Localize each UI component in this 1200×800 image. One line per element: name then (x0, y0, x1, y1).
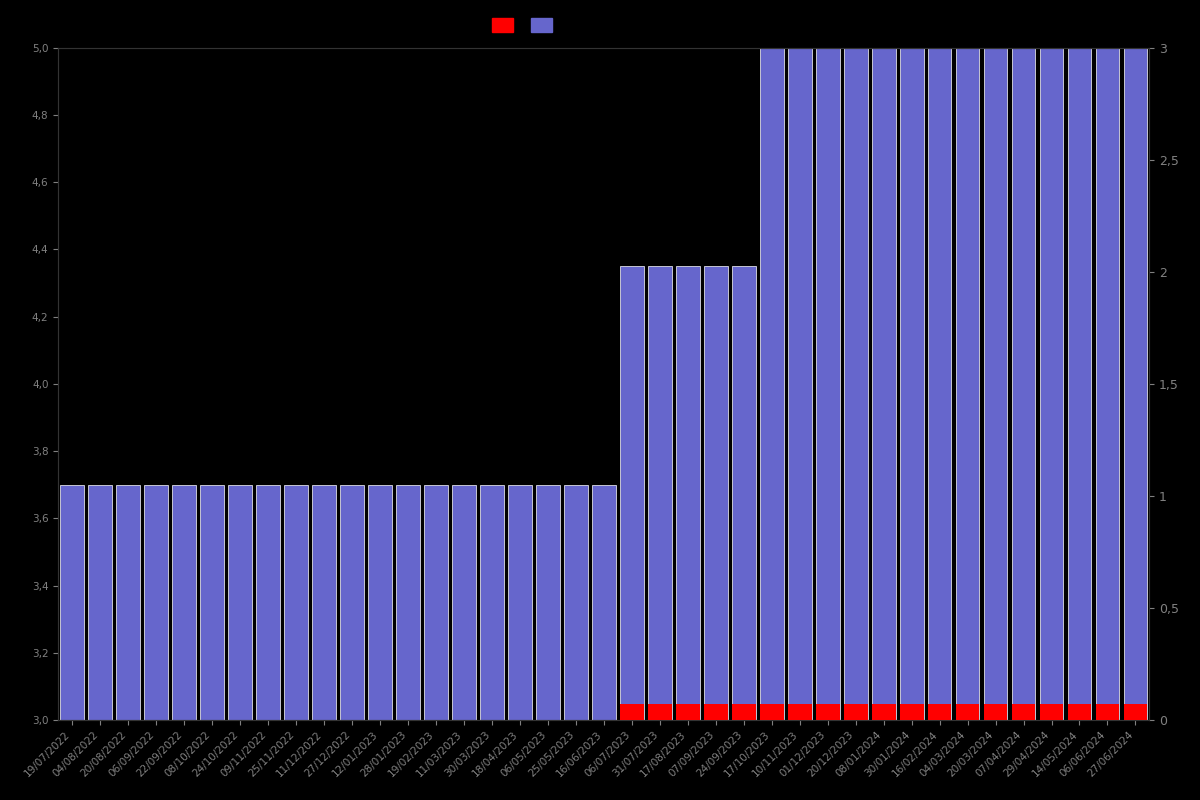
Bar (1068, 48, 1091, 720)
Bar (1096, 704, 1120, 720)
Bar (480, 485, 504, 720)
Bar (256, 485, 280, 720)
Bar (648, 266, 672, 720)
Bar (228, 485, 252, 720)
Bar (900, 704, 924, 720)
Bar (60, 485, 84, 720)
Bar (1123, 704, 1147, 720)
Bar (984, 704, 1008, 720)
Bar (732, 704, 756, 720)
Bar (648, 704, 672, 720)
Bar (1012, 704, 1036, 720)
Bar (871, 704, 895, 720)
Bar (816, 48, 840, 720)
Bar (116, 485, 140, 720)
Bar (620, 266, 643, 720)
Bar (452, 485, 476, 720)
Bar (424, 485, 448, 720)
Bar (200, 485, 224, 720)
Bar (676, 704, 700, 720)
Bar (1068, 704, 1091, 720)
Bar (1039, 48, 1063, 720)
Bar (1039, 704, 1063, 720)
Bar (312, 485, 336, 720)
Bar (89, 485, 112, 720)
Bar (284, 485, 308, 720)
Bar (760, 48, 784, 720)
Bar (592, 485, 616, 720)
Bar (340, 485, 364, 720)
Bar (788, 704, 811, 720)
Bar (396, 485, 420, 720)
Bar (1123, 48, 1147, 720)
Bar (704, 266, 727, 720)
Bar (955, 48, 979, 720)
Bar (788, 48, 811, 720)
Bar (1012, 48, 1036, 720)
Bar (704, 704, 727, 720)
Bar (871, 48, 895, 720)
Bar (816, 704, 840, 720)
Bar (732, 266, 756, 720)
Bar (536, 485, 559, 720)
Bar (144, 485, 168, 720)
Bar (928, 48, 952, 720)
Bar (676, 266, 700, 720)
Bar (368, 485, 392, 720)
Bar (620, 704, 643, 720)
Bar (900, 48, 924, 720)
Bar (844, 704, 868, 720)
Bar (173, 485, 196, 720)
Bar (1096, 48, 1120, 720)
Bar (508, 485, 532, 720)
Bar (564, 485, 588, 720)
Legend: , : , (492, 18, 563, 33)
Bar (844, 48, 868, 720)
Bar (955, 704, 979, 720)
Bar (984, 48, 1008, 720)
Bar (760, 704, 784, 720)
Bar (928, 704, 952, 720)
